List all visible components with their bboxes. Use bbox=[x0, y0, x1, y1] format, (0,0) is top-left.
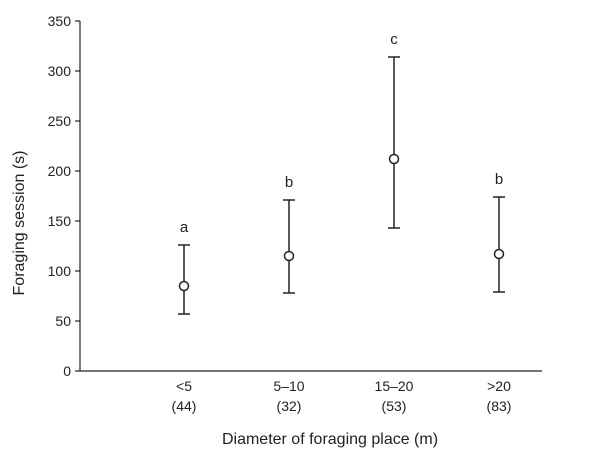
y-axis: 0 50 100 150 200 250 300 350 bbox=[48, 13, 81, 379]
y-tick-label: 100 bbox=[48, 263, 72, 279]
x-tick-label: 5–10 bbox=[273, 378, 304, 394]
y-tick-label: 350 bbox=[48, 13, 72, 29]
sample-size-label: (53) bbox=[382, 398, 407, 414]
sample-size-label: (44) bbox=[172, 398, 197, 414]
y-tick-label: 150 bbox=[48, 213, 72, 229]
category-labels: <5 (44) 5–10 (32) 15–20 (53) >20 (83) bbox=[172, 378, 512, 414]
y-axis-title: Foraging session (s) bbox=[11, 151, 28, 296]
data-point bbox=[388, 153, 400, 165]
x-tick-label: 15–20 bbox=[375, 378, 414, 394]
data-point bbox=[493, 248, 505, 260]
data-point bbox=[283, 250, 295, 262]
y-tick-label: 50 bbox=[55, 313, 71, 329]
significance-label: b bbox=[285, 174, 293, 191]
x-axis-title: Diameter of foraging place (m) bbox=[222, 431, 438, 448]
sample-size-label: (32) bbox=[277, 398, 302, 414]
data-point bbox=[178, 280, 190, 292]
data-marks: a b c b bbox=[178, 31, 505, 315]
significance-label: c bbox=[390, 31, 398, 48]
x-tick-label: >20 bbox=[487, 378, 511, 394]
significance-label: b bbox=[495, 171, 503, 188]
x-tick-label: <5 bbox=[176, 378, 192, 394]
y-tick-label: 300 bbox=[48, 63, 72, 79]
y-tick-label: 200 bbox=[48, 163, 72, 179]
y-tick-label: 0 bbox=[63, 363, 71, 379]
sample-size-label: (83) bbox=[487, 398, 512, 414]
significance-label: a bbox=[180, 219, 189, 236]
y-tick-label: 250 bbox=[48, 113, 72, 129]
